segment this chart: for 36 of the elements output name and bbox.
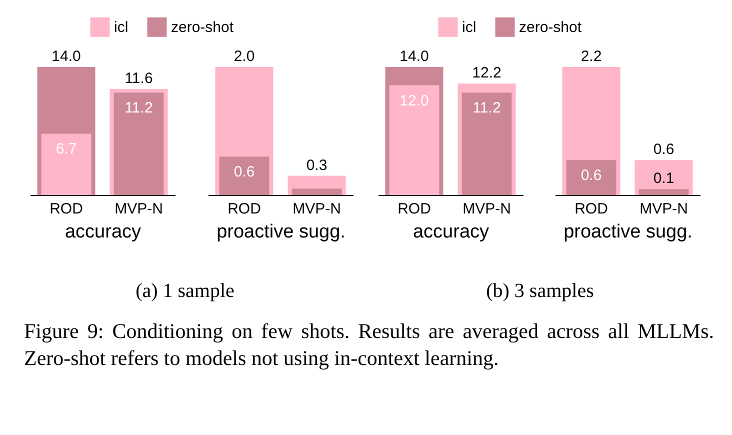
x-tick-label: ROD [228,200,262,218]
x-tick-label: ROD [398,200,432,218]
data-label: 2.0 [234,48,255,65]
data-label: 14.0 [400,48,429,65]
data-label: 0.6 [234,164,255,181]
data-label: 2.2 [580,48,602,65]
x-axis-title: proactive sugg. [216,222,346,242]
legend-label: icl [462,19,476,36]
text: (a) 1 sample [134,280,236,303]
data-label: 11.6 [124,70,153,87]
text: (b) 3 samples [485,280,595,303]
x-tick-label: ROD [50,200,84,218]
legend-label: zero-shot [171,19,234,36]
data-label: 0.3 [306,156,328,174]
data-label: 0.6 [580,167,602,184]
data-label: 14.0 [52,48,81,65]
data-label: 12.0 [400,92,429,110]
legend-label: zero-shot [519,19,582,36]
x-tick-label: MVP-N [462,200,511,218]
legend-label: icl [114,19,128,36]
data-label: 12.2 [472,64,502,82]
x-axis-title: proactive sugg. [564,222,692,242]
bar [219,156,270,195]
bar [292,188,342,195]
data-label: 6.7 [56,140,77,158]
data-label: 11.2 [472,100,501,117]
x-tick-label: ROD [574,200,608,218]
data-label: 0.6 [653,141,674,158]
x-axis-title: accuracy [412,222,490,242]
x-tick-label: MVP-N [114,200,163,218]
data-label: 0.1 [653,170,674,188]
x-tick-label: MVP-N [640,200,688,218]
x-tick-label: MVP-N [292,200,341,218]
x-axis-title: accuracy [64,222,142,242]
caption: Figure 9: Conditioning on few shots. Results are averaged across all MLLMs. Zero-shot refers to models not using in-context learning. [24,318,714,372]
data-label: 11.2 [124,100,153,117]
